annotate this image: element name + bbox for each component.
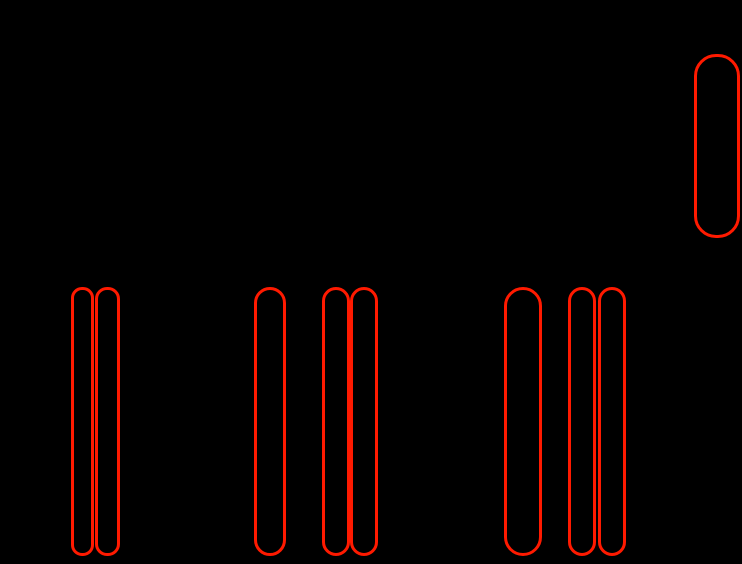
bounding-box[interactable] (350, 287, 378, 556)
bounding-box[interactable] (568, 287, 596, 556)
bounding-box[interactable] (598, 287, 626, 556)
bounding-box[interactable] (322, 287, 350, 556)
bounding-box[interactable] (71, 287, 94, 556)
bounding-box[interactable] (95, 287, 120, 556)
bounding-box[interactable] (694, 54, 740, 238)
bounding-box[interactable] (504, 287, 542, 556)
bounding-box[interactable] (254, 287, 286, 556)
